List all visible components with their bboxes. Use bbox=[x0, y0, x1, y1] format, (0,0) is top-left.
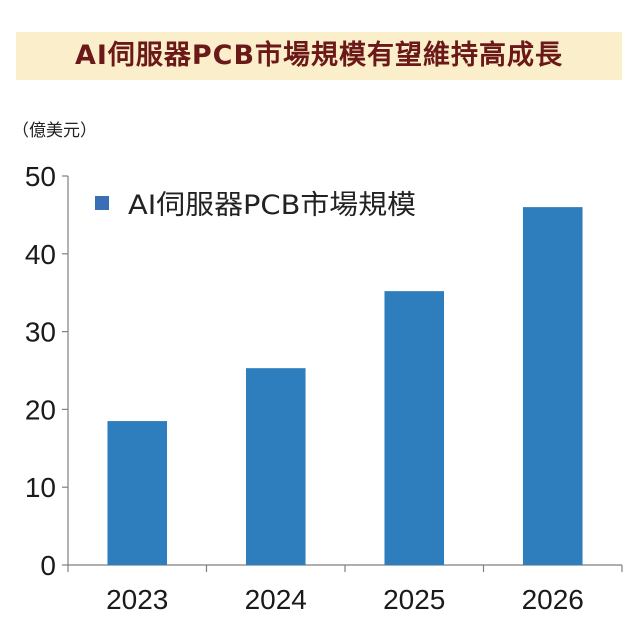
bar-2024 bbox=[245, 368, 306, 565]
legend-swatch bbox=[95, 196, 109, 210]
y-tick-label: 30 bbox=[25, 317, 56, 348]
y-tick-label: 0 bbox=[40, 550, 56, 581]
y-axis: 0 10 20 30 40 50 bbox=[25, 161, 69, 581]
x-tick-label: 2024 bbox=[245, 584, 307, 615]
legend-label: AI伺服器PCB市場規模 bbox=[128, 190, 416, 221]
bar-2025 bbox=[384, 291, 445, 565]
legend: AI伺服器PCB市場規模 bbox=[95, 190, 416, 221]
title-banner: AI伺服器PCB市場規模有望維持高成長 bbox=[16, 32, 622, 80]
y-tick-label: 40 bbox=[25, 239, 56, 270]
y-tick-label: 20 bbox=[25, 394, 56, 425]
y-tick-label: 50 bbox=[25, 161, 56, 192]
x-axis: 2023 2024 2025 2026 bbox=[67, 564, 623, 615]
bar-2023 bbox=[107, 421, 168, 565]
x-tick-label: 2026 bbox=[522, 584, 584, 615]
chart-title: AI伺服器PCB市場規模有望維持高成長 bbox=[74, 40, 564, 71]
y-axis-unit-label: （億美元） bbox=[12, 121, 97, 141]
x-tick-label: 2025 bbox=[383, 584, 445, 615]
x-tick-label: 2023 bbox=[106, 584, 168, 615]
y-tick-label: 10 bbox=[25, 472, 56, 503]
bars bbox=[107, 207, 583, 565]
bar-2026 bbox=[522, 207, 583, 565]
